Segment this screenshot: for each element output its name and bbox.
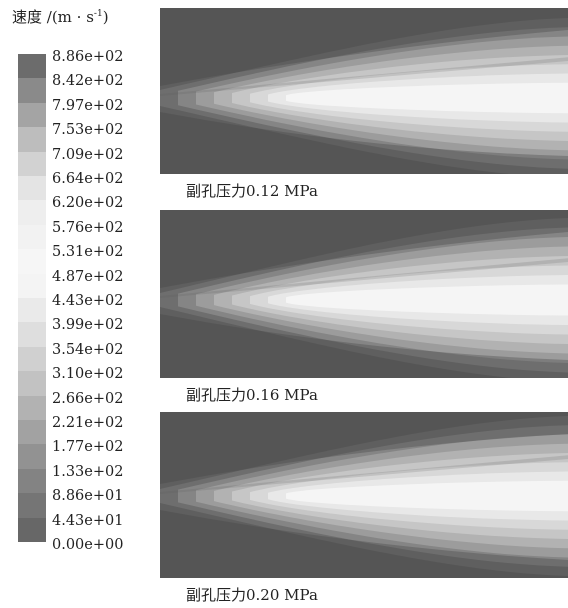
- colorbar-tick-label: 8.86e+01: [52, 488, 124, 505]
- colorbar-swatch: [18, 127, 46, 153]
- colorbar-tick-label: 4.43e+01: [52, 512, 124, 529]
- colorbar-swatch: [18, 346, 46, 372]
- colorbar-tick-label: 1.33e+02: [52, 463, 124, 480]
- colorbar-tick-label: 0.00e+00: [52, 537, 124, 553]
- colorbar-tick-label: 7.53e+02: [52, 122, 124, 139]
- contour-band: [286, 284, 568, 316]
- panel-3-caption: 副孔压力0.20 MPa: [186, 586, 318, 604]
- shock-streak: [160, 455, 568, 494]
- colorbar-swatch: [18, 151, 46, 177]
- colorbar-tick-label: 8.86e+02: [52, 49, 124, 65]
- colorbar-tick-label: 3.54e+02: [52, 341, 124, 358]
- outer-region-bottom: [160, 112, 568, 174]
- colorbar-swatch: [18, 102, 46, 128]
- colorbar-tick-label: 3.10e+02: [52, 366, 124, 383]
- contour-plot: [160, 210, 568, 378]
- colorbar-swatch: [18, 78, 46, 104]
- colorbar-swatch: [18, 200, 46, 226]
- contour-plot: [160, 8, 568, 174]
- colorbar-swatch: [18, 54, 46, 79]
- colorbar-swatch: [18, 371, 46, 397]
- colorbar-tick-label: 2.21e+02: [52, 415, 124, 431]
- outer-region-top: [160, 8, 568, 86]
- velocity-contour-panel-2: [160, 210, 568, 378]
- shock-streak: [160, 258, 568, 298]
- panel-1-caption: 副孔压力0.12 MPa: [186, 182, 318, 200]
- velocity-contour-panel-1: [160, 8, 568, 174]
- outer-region-top: [160, 210, 568, 288]
- colorbar-title: 速度 /(m · s-1): [12, 8, 109, 26]
- colorbar-tick-label: 5.76e+02: [52, 219, 124, 236]
- colorbar-tick-label: 7.97e+02: [52, 97, 124, 114]
- colorbar-swatch: [18, 273, 46, 299]
- colorbar-tick-label: 8.42e+02: [52, 73, 124, 90]
- colorbar-tick-label: 6.64e+02: [52, 171, 124, 187]
- colorbar-swatch: [18, 444, 46, 470]
- colorbar-swatch: [18, 420, 46, 445]
- contour-band: [286, 480, 568, 512]
- colorbar-swatch: [18, 298, 46, 323]
- colorbar-tick-label: 2.66e+02: [52, 390, 124, 407]
- colorbar-swatch: [18, 493, 46, 519]
- outer-region-top: [160, 412, 568, 484]
- velocity-contour-panel-3: [160, 412, 568, 578]
- colorbar-swatch: [18, 517, 46, 543]
- colorbar-tick-label: 5.31e+02: [52, 244, 124, 261]
- colorbar-swatch: [18, 176, 46, 201]
- colorbar-tick-label: 6.20e+02: [52, 195, 124, 212]
- shock-streak: [160, 57, 568, 96]
- contour-plot: [160, 412, 568, 578]
- colorbar-tick-label: 4.43e+02: [52, 293, 124, 309]
- colorbar-swatch: [18, 322, 46, 348]
- velocity-colorbar: [18, 54, 46, 543]
- outer-region-bottom: [160, 314, 568, 378]
- colorbar-tick-label: 7.09e+02: [52, 146, 124, 163]
- colorbar-tick-label: 3.99e+02: [52, 317, 124, 334]
- panel-2-caption: 副孔压力0.16 MPa: [186, 386, 318, 404]
- colorbar-swatch: [18, 395, 46, 421]
- colorbar-swatch: [18, 224, 46, 250]
- colorbar-tick-label: 1.77e+02: [52, 439, 124, 456]
- outer-region-bottom: [160, 510, 568, 578]
- colorbar-swatch: [18, 468, 46, 494]
- contour-band: [286, 82, 568, 114]
- colorbar-swatch: [18, 249, 46, 275]
- colorbar-tick-label: 4.87e+02: [52, 268, 124, 285]
